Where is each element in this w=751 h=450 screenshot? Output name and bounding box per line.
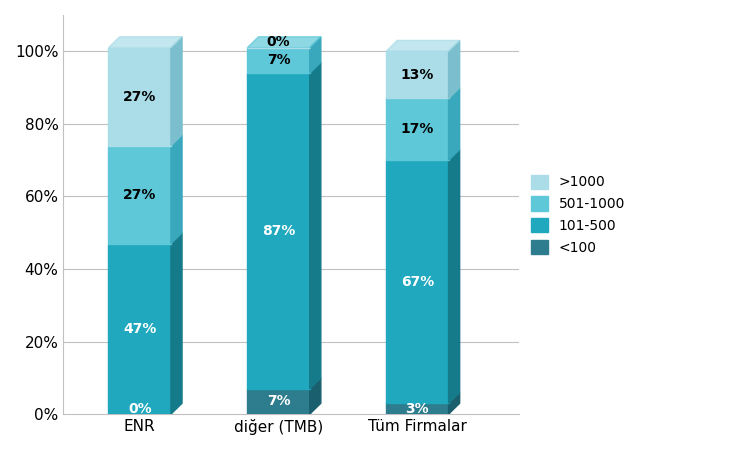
Polygon shape	[171, 233, 182, 414]
Polygon shape	[247, 62, 321, 73]
Text: 27%: 27%	[123, 90, 156, 104]
Polygon shape	[386, 88, 460, 99]
Text: 13%: 13%	[400, 68, 434, 82]
Bar	[108, 48, 171, 146]
Text: 0%: 0%	[128, 402, 152, 416]
Text: 67%: 67%	[401, 274, 434, 289]
Polygon shape	[108, 233, 182, 243]
Polygon shape	[108, 37, 182, 48]
Polygon shape	[448, 40, 460, 99]
Bar	[108, 146, 171, 243]
Polygon shape	[309, 62, 321, 389]
Polygon shape	[386, 40, 460, 51]
Bar	[386, 99, 448, 160]
Text: 87%: 87%	[262, 224, 295, 238]
Polygon shape	[309, 378, 321, 414]
Polygon shape	[448, 88, 460, 160]
Text: 0%: 0%	[267, 35, 291, 49]
Text: 17%: 17%	[400, 122, 434, 136]
Text: 47%: 47%	[123, 322, 156, 336]
Polygon shape	[448, 149, 460, 403]
Bar	[247, 48, 309, 73]
Bar	[247, 73, 309, 389]
Bar	[108, 243, 171, 414]
Polygon shape	[309, 37, 321, 73]
Text: 27%: 27%	[123, 188, 156, 202]
Bar	[386, 51, 448, 99]
Polygon shape	[108, 135, 182, 146]
Polygon shape	[171, 135, 182, 243]
Bar	[247, 389, 309, 414]
Text: 7%: 7%	[267, 395, 291, 409]
Polygon shape	[386, 392, 460, 403]
Polygon shape	[448, 392, 460, 414]
Bar	[386, 403, 448, 414]
Polygon shape	[247, 37, 321, 48]
Polygon shape	[386, 149, 460, 160]
Legend: >1000, 501-1000, 101-500, <100: >1000, 501-1000, 101-500, <100	[526, 169, 631, 260]
Bar	[386, 160, 448, 403]
Text: 3%: 3%	[406, 402, 429, 416]
Polygon shape	[171, 37, 182, 146]
Text: 7%: 7%	[267, 54, 291, 68]
Polygon shape	[247, 378, 321, 389]
